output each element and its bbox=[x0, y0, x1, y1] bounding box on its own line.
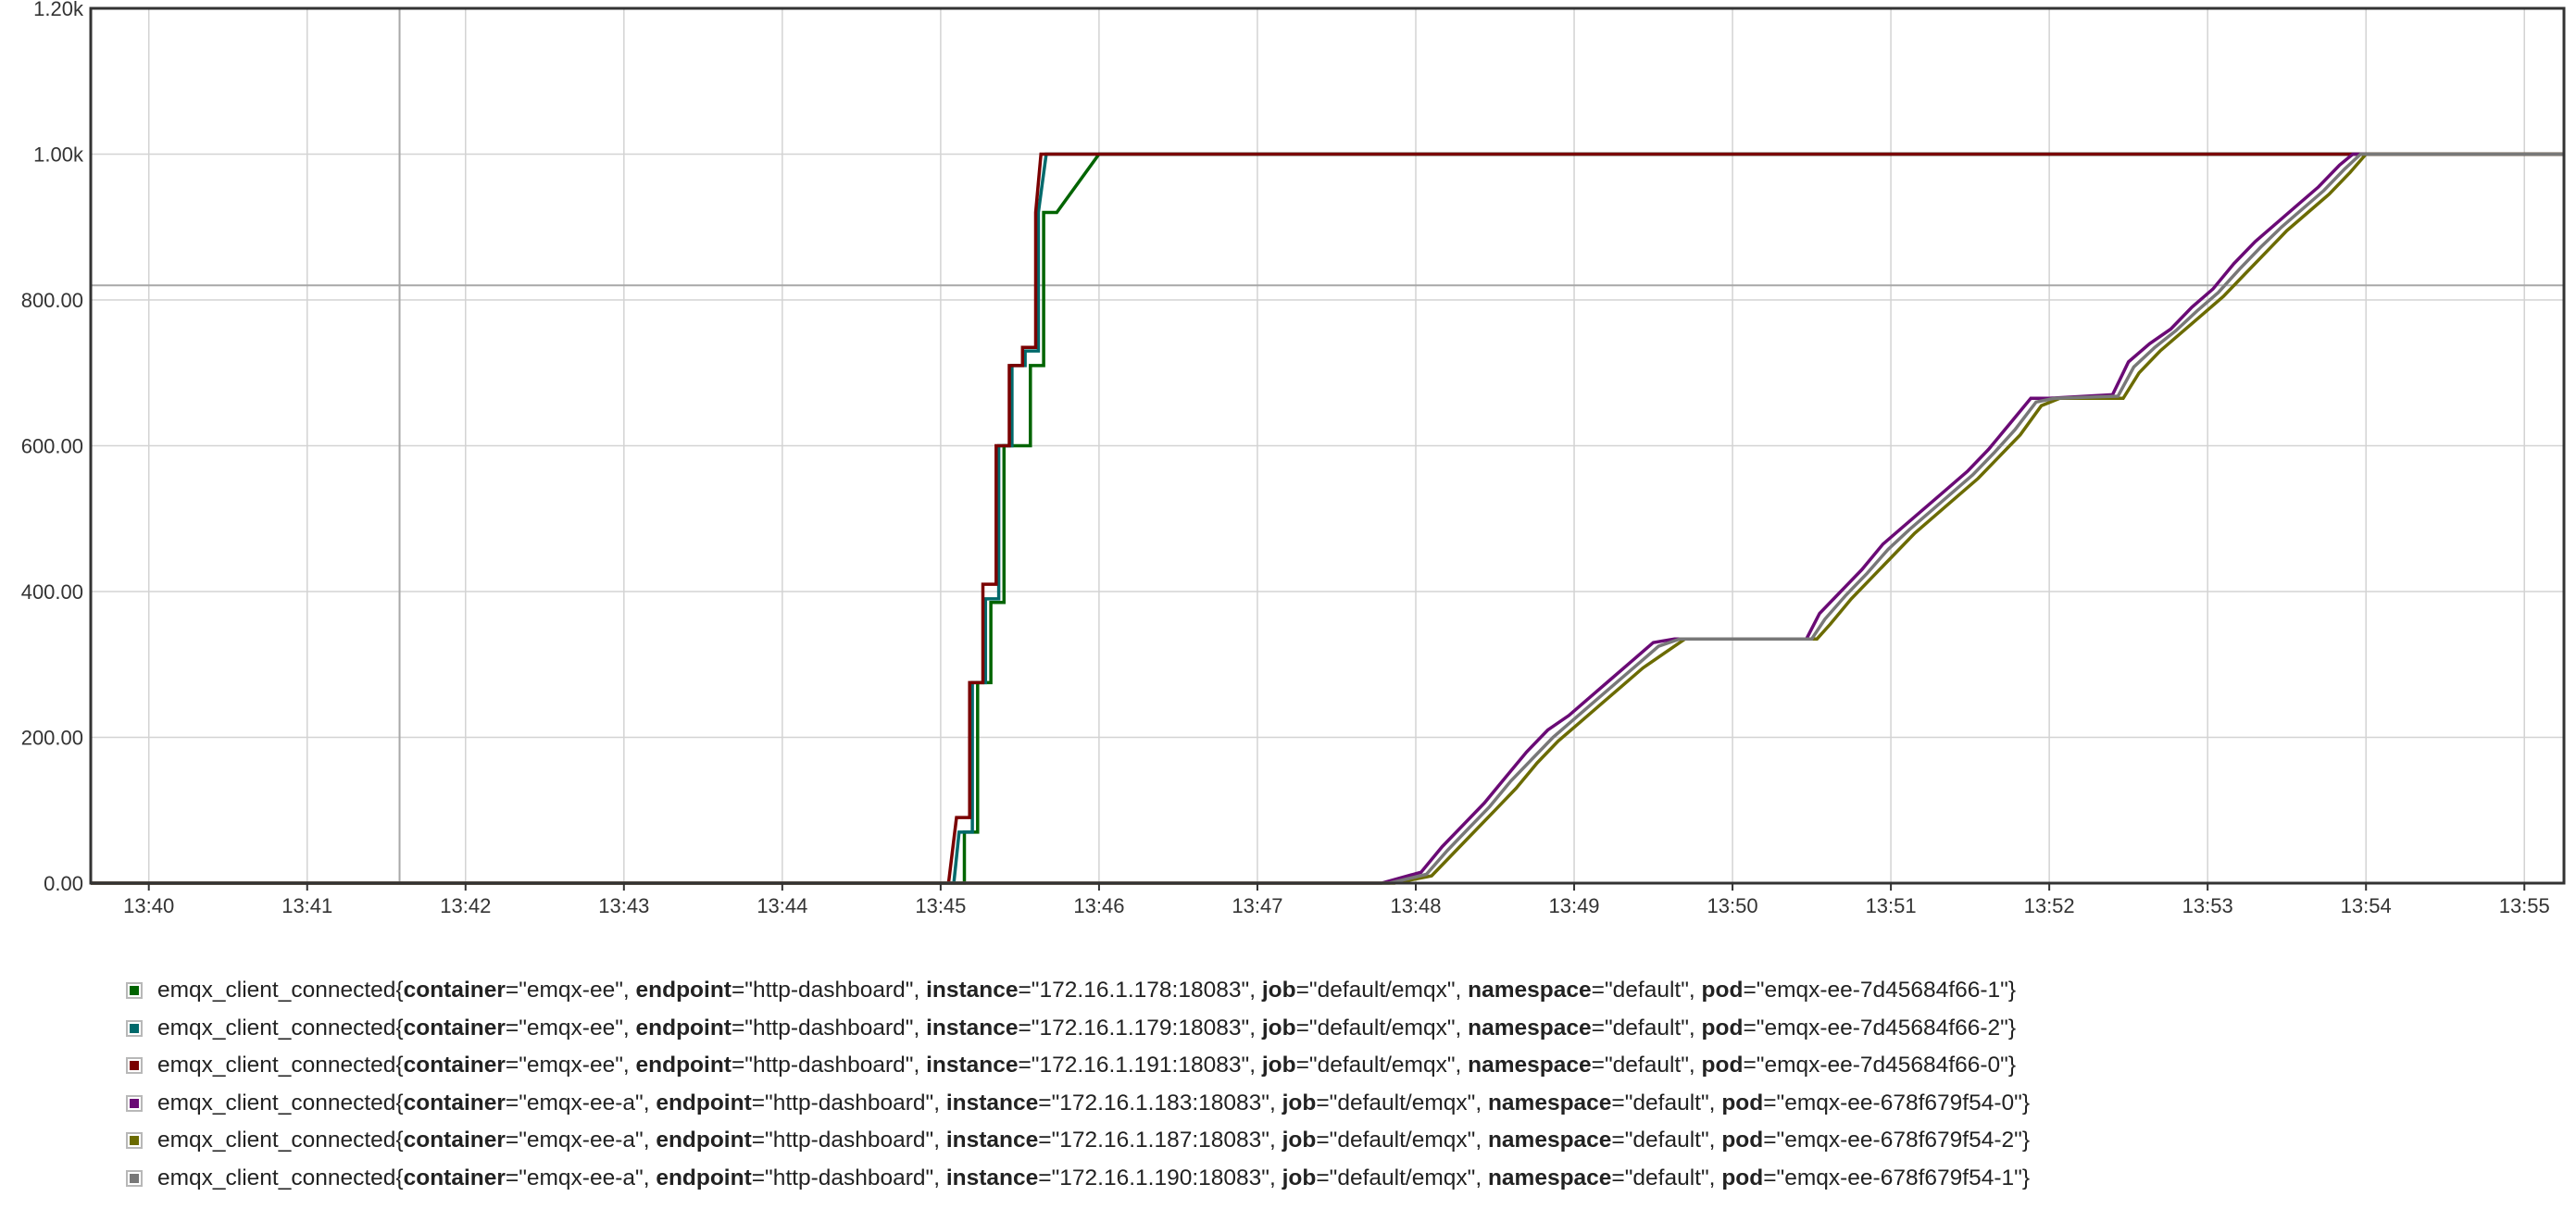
x-tick-label: 13:42 bbox=[440, 894, 491, 917]
y-axis-ticks: 0.00 200.00 400.00 600.00 800.00 1.00k 1.20k bbox=[21, 0, 84, 895]
y-tick-label: 800.00 bbox=[21, 289, 83, 312]
x-tick-label: 13:46 bbox=[1073, 894, 1124, 917]
chart-svg[interactable]: 0.00 200.00 400.00 600.00 800.00 1.00k 1.20k 1… bbox=[0, 0, 2576, 935]
legend-item[interactable]: emqx_client_connected{container="emqx-ee… bbox=[126, 972, 2552, 1010]
legend-label: emqx_client_connected{container="emqx-ee… bbox=[157, 1128, 2030, 1153]
legend-label: emqx_client_connected{container="emqx-ee… bbox=[157, 1090, 2030, 1116]
legend-swatch-color bbox=[130, 986, 139, 996]
legend-label: emqx_client_connected{container="emqx-ee… bbox=[157, 1165, 2030, 1190]
x-tick-label: 13:49 bbox=[1548, 894, 1599, 917]
chart[interactable]: 0.00 200.00 400.00 600.00 800.00 1.00k 1.20k 1… bbox=[0, 0, 2576, 935]
x-tick-label: 13:45 bbox=[915, 894, 966, 917]
x-tick-label: 13:40 bbox=[123, 894, 174, 917]
legend-label: emqx_client_connected{container="emqx-ee… bbox=[157, 1053, 2017, 1078]
series-line-4[interactable] bbox=[91, 152, 2564, 885]
legend: emqx_client_connected{container="emqx-ee… bbox=[126, 972, 2552, 1197]
plot-frame bbox=[89, 6, 2566, 885]
series-line-2[interactable] bbox=[91, 152, 2564, 885]
legend-item[interactable]: emqx_client_connected{container="emqx-ee… bbox=[126, 1122, 2552, 1160]
legend-swatch[interactable] bbox=[126, 1132, 143, 1150]
legend-item[interactable]: emqx_client_connected{container="emqx-ee… bbox=[126, 1085, 2552, 1123]
legend-swatch[interactable] bbox=[126, 1057, 143, 1075]
y-tick-label: 400.00 bbox=[21, 580, 83, 604]
series-line-6[interactable] bbox=[91, 152, 2564, 885]
x-tick-label: 13:47 bbox=[1232, 894, 1282, 917]
legend-swatch-color bbox=[130, 1136, 139, 1146]
legend-swatch-color bbox=[130, 1098, 139, 1108]
y-tick-label: 0.00 bbox=[44, 872, 83, 895]
series-lines bbox=[91, 152, 2564, 885]
x-tick-label: 13:41 bbox=[281, 894, 332, 917]
x-tick-label: 13:55 bbox=[2499, 894, 2550, 917]
legend-item[interactable]: emqx_client_connected{container="emqx-ee… bbox=[126, 1047, 2552, 1085]
legend-swatch[interactable] bbox=[126, 1094, 143, 1112]
legend-item[interactable]: emqx_client_connected{container="emqx-ee… bbox=[126, 1010, 2552, 1048]
series-line-5[interactable] bbox=[91, 152, 2564, 885]
legend-swatch-color bbox=[130, 1061, 139, 1071]
legend-swatch-color bbox=[130, 1023, 139, 1033]
x-tick-label: 13:54 bbox=[2341, 894, 2392, 917]
x-axis-ticks: 13:40 13:41 13:42 13:43 13:44 13:45 13:46 13:47… bbox=[123, 883, 2550, 917]
legend-swatch-color bbox=[130, 1173, 139, 1183]
series-line-3[interactable] bbox=[91, 152, 2564, 885]
y-tick-label: 200.00 bbox=[21, 727, 83, 750]
legend-label: emqx_client_connected{container="emqx-ee… bbox=[157, 978, 2017, 1003]
x-tick-label: 13:53 bbox=[2182, 894, 2233, 917]
x-tick-label: 13:43 bbox=[598, 894, 649, 917]
y-tick-label: 600.00 bbox=[21, 435, 83, 458]
x-tick-label: 13:44 bbox=[757, 894, 807, 917]
x-tick-label: 13:50 bbox=[1707, 894, 1758, 917]
x-tick-label: 13:48 bbox=[1390, 894, 1441, 917]
series-line-1[interactable] bbox=[91, 152, 2564, 885]
x-tick-label: 13:51 bbox=[1866, 894, 1917, 917]
legend-swatch[interactable] bbox=[126, 1019, 143, 1037]
y-tick-label: 1.20k bbox=[33, 0, 84, 20]
legend-swatch[interactable] bbox=[126, 982, 143, 1000]
crosshair bbox=[91, 8, 2564, 883]
legend-swatch[interactable] bbox=[126, 1169, 143, 1187]
legend-label: emqx_client_connected{container="emqx-ee… bbox=[157, 1015, 2017, 1041]
x-tick-label: 13:52 bbox=[2024, 894, 2075, 917]
legend-item[interactable]: emqx_client_connected{container="emqx-ee… bbox=[126, 1160, 2552, 1198]
grid bbox=[91, 8, 2564, 883]
y-tick-label: 1.00k bbox=[33, 143, 84, 167]
